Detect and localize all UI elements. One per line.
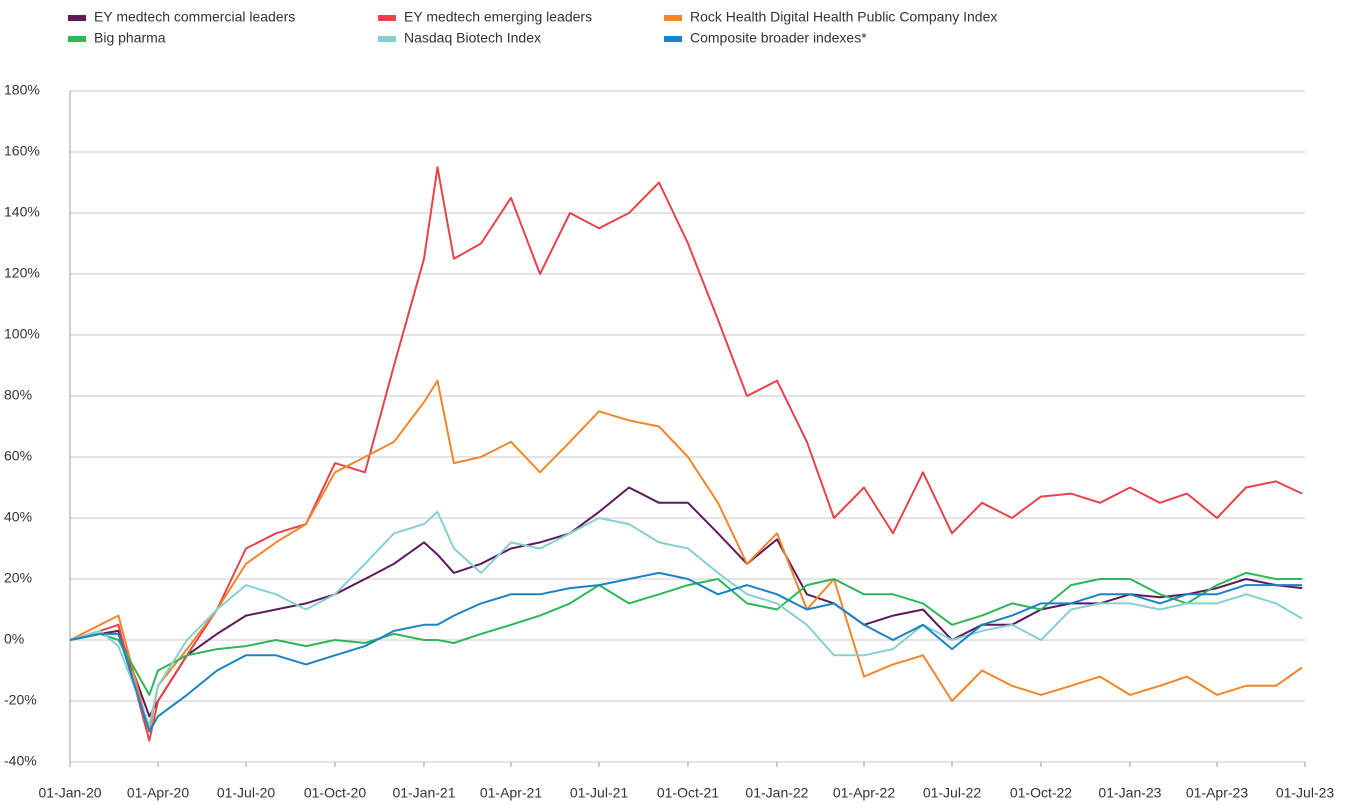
x-tick-label: 01-Jul-23 [1276, 785, 1335, 801]
legend-swatch [68, 15, 86, 21]
series-line [69, 486, 1303, 718]
x-tick-label: 01-Apr-22 [833, 785, 895, 801]
x-tick-label: 01-Jul-22 [923, 785, 982, 801]
y-tick-label: 160% [4, 143, 40, 159]
y-tick-label: 0% [4, 631, 24, 647]
x-tick-label: 01-Oct-20 [304, 785, 366, 801]
y-tick-label: -40% [4, 753, 37, 769]
x-tick-label: 01-Oct-22 [1010, 785, 1072, 801]
legend-label: EY medtech commercial leaders [94, 9, 295, 25]
x-tick-label: 01-Jan-22 [745, 785, 808, 801]
legend-label: EY medtech emerging leaders [404, 9, 592, 25]
y-tick-label: 140% [4, 204, 40, 220]
x-tick-label: 01-Apr-20 [127, 785, 189, 801]
x-tick-label: 01-Apr-23 [1186, 785, 1248, 801]
x-tick-label: 01-Oct-21 [657, 785, 719, 801]
legend-label: Nasdaq Biotech Index [404, 30, 541, 46]
x-tick-label: 01-Jul-21 [570, 785, 629, 801]
y-tick-label: 20% [4, 570, 32, 586]
y-tick-label: 100% [4, 326, 40, 342]
legend-label: Composite broader indexes* [690, 30, 867, 46]
y-tick-label: 120% [4, 265, 40, 281]
legend-swatch [68, 36, 86, 42]
legend-label: Big pharma [94, 30, 166, 46]
x-tick-label: 01-Jan-23 [1098, 785, 1161, 801]
series-line [69, 571, 1303, 733]
legend-label: Rock Health Digital Health Public Compan… [690, 9, 997, 25]
y-tick-label: 40% [4, 509, 32, 525]
x-tick-label: 01-Jan-20 [38, 785, 101, 801]
y-tick-label: 60% [4, 448, 32, 464]
x-tick-label: 01-Jan-21 [392, 785, 455, 801]
series-line [69, 166, 1303, 742]
y-tick-label: -20% [4, 692, 37, 708]
y-tick-label: 180% [4, 82, 40, 98]
x-tick-label: 01-Apr-21 [480, 785, 542, 801]
y-tick-label: 80% [4, 387, 32, 403]
legend-swatch [378, 36, 396, 42]
legend-swatch [378, 15, 396, 21]
x-tick-label: 01-Jul-20 [217, 785, 276, 801]
legend-swatch [664, 36, 682, 42]
legend-swatch [664, 15, 682, 21]
series-line [69, 379, 1303, 733]
series-line [69, 510, 1303, 727]
series-line [69, 571, 1303, 696]
